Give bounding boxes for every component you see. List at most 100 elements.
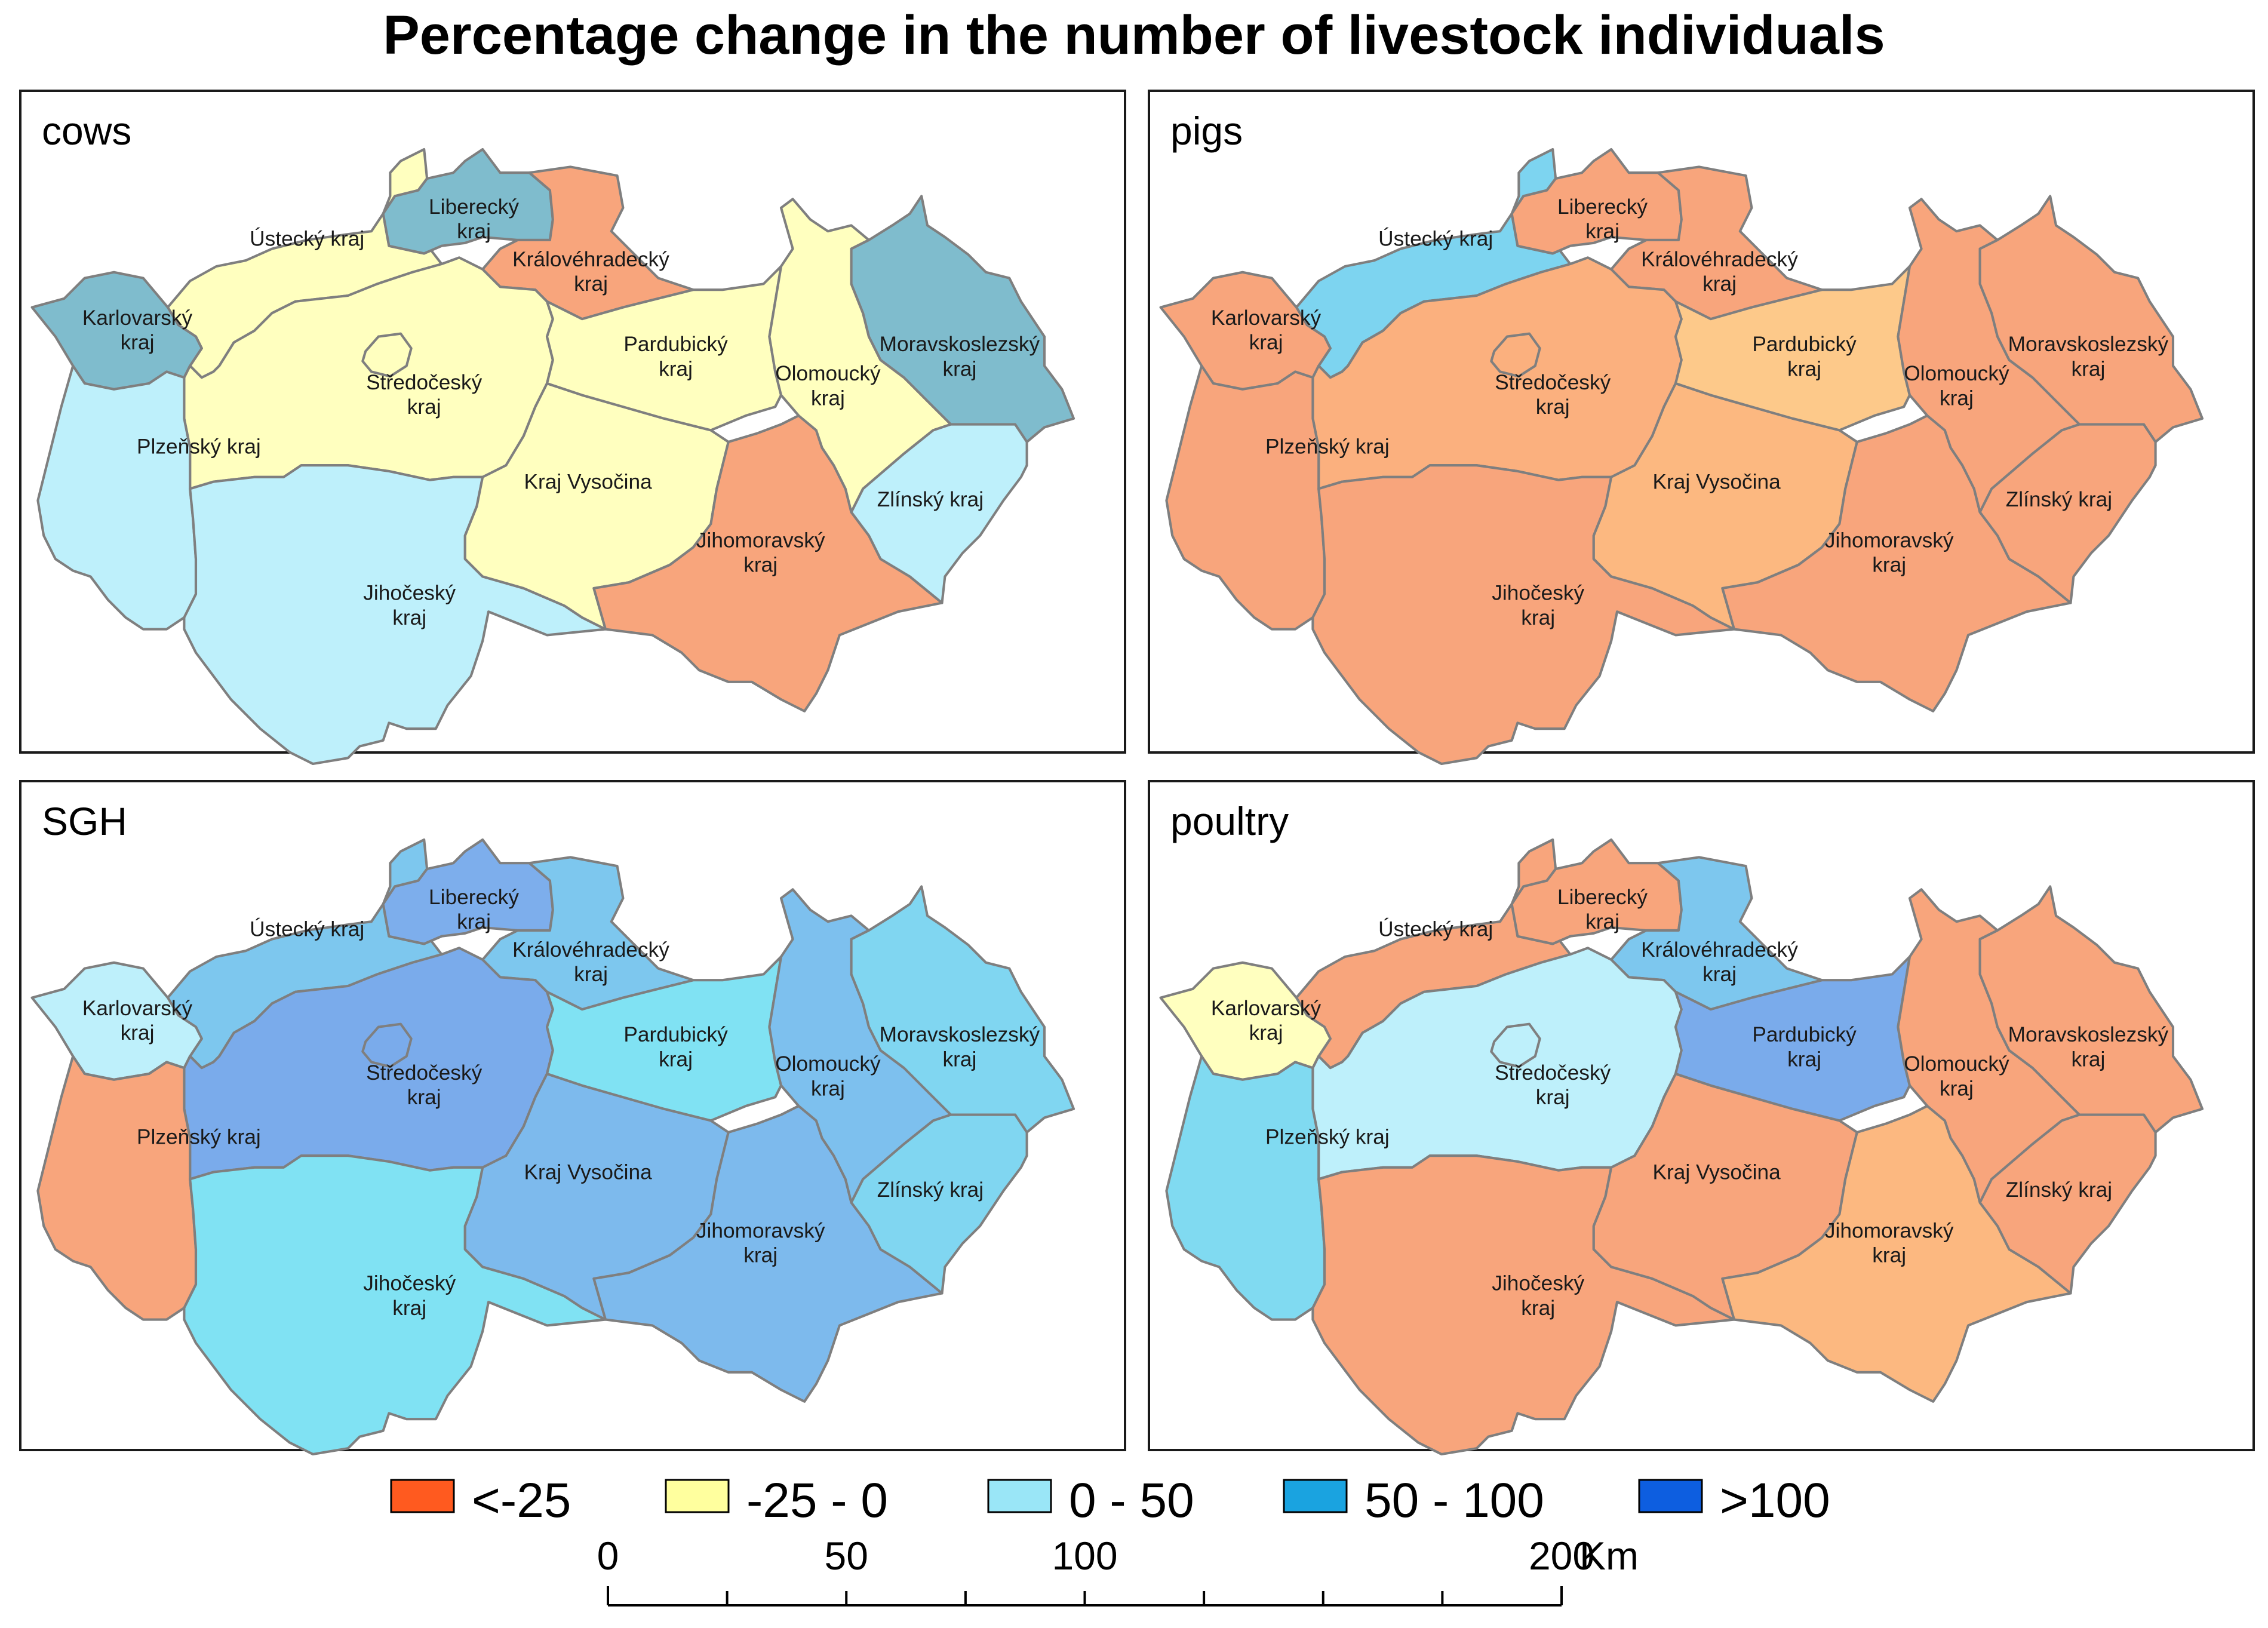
region-moravskoslezsky <box>1978 885 2204 1134</box>
region-label-ustecky: Ústecký kraj <box>250 918 364 941</box>
region-label-moravskoslezsky: Moravskoslezský <box>2008 1023 2169 1046</box>
region-label-karlovarsky: Karlovarský <box>1211 997 1322 1020</box>
region-label-olomoucky: kraj <box>1940 386 1974 410</box>
region-label-kralovehradecky: Královéhradecký <box>1641 938 1798 962</box>
region-jihocesky <box>183 464 607 766</box>
region-label-liberecky: kraj <box>457 910 491 933</box>
region-moravskoslezsky <box>850 195 1075 444</box>
prague-outline <box>1490 1022 1541 1068</box>
legend-label-m25-0: -25 - 0 <box>746 1473 888 1528</box>
scale-label: 200 <box>1529 1534 1594 1578</box>
region-label-pardubicky: Pardubický <box>623 333 728 356</box>
region-label-stredocesky: Středočeský <box>366 371 482 394</box>
region-label-kralovehradecky: Královéhradecký <box>512 248 669 271</box>
region-zlinsky <box>850 1113 1028 1295</box>
region-label-ustecky: Ústecký kraj <box>1378 228 1493 251</box>
region-label-pardubicky: kraj <box>659 1048 693 1071</box>
region-jihocesky <box>183 1154 607 1456</box>
region-label-moravskoslezsky: kraj <box>2071 1048 2105 1071</box>
region-label-stredocesky: kraj <box>1536 395 1570 419</box>
region-label-jihocesky: kraj <box>1521 606 1555 629</box>
region-label-olomoucky: Olomoucký <box>1904 1052 2009 1076</box>
region-zlinsky <box>1978 1113 2157 1295</box>
region-label-kralovehradecky: kraj <box>574 272 608 296</box>
region-label-moravskoslezsky: kraj <box>942 1048 976 1071</box>
region-label-liberecky: kraj <box>1585 220 1619 243</box>
region-label-moravskoslezsky: Moravskoslezský <box>2008 333 2169 356</box>
scale-unit: Km <box>1579 1534 1639 1578</box>
region-label-jihomoravsky: Jihomoravský <box>1825 1219 1954 1242</box>
region-label-stredocesky: kraj <box>1536 1086 1570 1109</box>
region-label-jihomoravsky: kraj <box>1872 554 1906 577</box>
region-zlinsky <box>850 423 1028 604</box>
region-moravskoslezsky <box>1978 195 2204 444</box>
region-label-olomoucky: kraj <box>1940 1077 1974 1100</box>
region-label-liberecky: kraj <box>1585 910 1619 933</box>
region-label-jihocesky: kraj <box>392 1297 426 1320</box>
region-label-kralovehradecky: kraj <box>1702 272 1737 296</box>
region-label-plzensky: Plzeňský kraj <box>1265 1126 1390 1149</box>
region-label-olomoucky: kraj <box>811 1077 845 1100</box>
region-moravskoslezsky <box>850 885 1075 1134</box>
region-label-plzensky: Plzeňský kraj <box>137 1126 261 1149</box>
region-jihocesky <box>1311 1154 1736 1456</box>
region-label-jihocesky: kraj <box>392 606 426 629</box>
region-label-liberecky: kraj <box>457 220 491 243</box>
region-label-stredocesky: Středočeský <box>366 1061 482 1085</box>
region-label-jihocesky: Jihočeský <box>363 582 456 605</box>
legend-label-lt-25: <-25 <box>472 1473 571 1528</box>
region-label-jihomoravsky: Jihomoravský <box>696 1219 825 1242</box>
panel-title: poultry <box>1170 799 1289 843</box>
region-label-kralovehradecky: Královéhradecký <box>512 938 669 962</box>
legend-swatch-m25-0 <box>665 1479 730 1513</box>
region-label-jihomoravsky: Jihomoravský <box>1825 529 1954 552</box>
region-label-karlovarsky: kraj <box>1249 331 1283 354</box>
figure-title: Percentage change in the number of lives… <box>383 5 1885 66</box>
region-label-karlovarsky: kraj <box>121 331 155 354</box>
region-label-zlinsky: Zlínský kraj <box>877 488 984 511</box>
region-label-vysocina: Kraj Vysočina <box>1652 1160 1781 1184</box>
region-label-vysocina: Kraj Vysočina <box>1652 470 1781 493</box>
region-label-jihomoravsky: kraj <box>743 1244 777 1267</box>
region-label-zlinsky: Zlínský kraj <box>877 1178 984 1202</box>
legend-label-0-50: 0 - 50 <box>1069 1473 1194 1528</box>
region-label-kralovehradecky: kraj <box>574 963 608 986</box>
region-label-vysocina: Kraj Vysočina <box>524 1160 652 1184</box>
region-label-stredocesky: Středočeský <box>1495 1061 1611 1085</box>
legend: <-25 -25 - 0 0 - 50 50 - 100 >100 <box>390 1473 1830 1528</box>
region-label-plzensky: Plzeňský kraj <box>137 435 261 459</box>
legend-label-50-100: 50 - 100 <box>1365 1473 1544 1528</box>
region-label-moravskoslezsky: Moravskoslezský <box>880 1023 1040 1046</box>
region-zlinsky <box>1978 423 2157 604</box>
region-label-moravskoslezsky: kraj <box>942 357 976 380</box>
region-label-karlovarsky: kraj <box>121 1021 155 1045</box>
region-label-olomoucky: Olomoucký <box>775 362 881 385</box>
scale-label: 100 <box>1052 1534 1117 1578</box>
legend-label-gt100: >100 <box>1720 1473 1830 1528</box>
scale-label: 50 <box>825 1534 868 1578</box>
region-label-olomoucky: Olomoucký <box>775 1052 881 1076</box>
prague-outline <box>1490 332 1541 378</box>
region-label-vysocina: Kraj Vysočina <box>524 470 652 493</box>
region-label-zlinsky: Zlínský kraj <box>2006 1178 2112 1202</box>
region-label-pardubicky: kraj <box>1787 357 1821 380</box>
region-label-pardubicky: kraj <box>659 357 693 380</box>
region-label-jihocesky: Jihočeský <box>1492 1272 1584 1295</box>
panel-title: pigs <box>1170 109 1243 153</box>
region-jihocesky <box>1311 464 1736 766</box>
scale-label: 0 <box>597 1534 619 1578</box>
legend-swatch-lt-25 <box>390 1479 455 1513</box>
region-label-jihocesky: Jihočeský <box>363 1272 456 1295</box>
panel-title: SGH <box>42 799 127 843</box>
prague-outline <box>361 332 413 378</box>
region-label-karlovarsky: Karlovarský <box>1211 306 1322 330</box>
